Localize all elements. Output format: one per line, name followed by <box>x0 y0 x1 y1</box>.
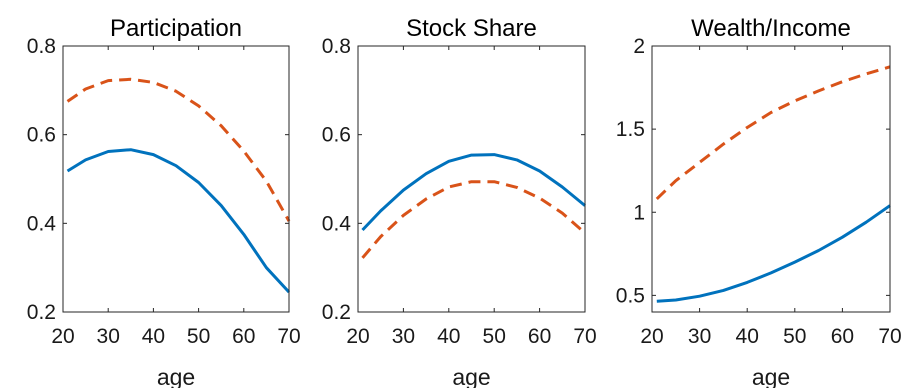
participation-panel: Participation 20 30 40 50 60 70 0.2 0.4 0.6 0.8 age <box>27 15 301 388</box>
y-tick-label: 0.8 <box>27 35 56 58</box>
x-axis-label: age <box>157 364 195 388</box>
chart-title: Wealth/Income <box>691 15 851 42</box>
x-tick-label: 50 <box>783 325 806 348</box>
axes-frame <box>357 45 586 313</box>
y-tick-label: 0.2 <box>27 301 56 324</box>
y-tick-label: 2 <box>633 35 645 58</box>
x-tick-label: 60 <box>528 325 551 348</box>
dashed-series-line <box>655 65 891 200</box>
x-tick-label: 20 <box>640 325 663 348</box>
x-tick-label: 30 <box>97 325 120 348</box>
chart-title: Stock Share <box>406 15 537 42</box>
dashed-series-line <box>66 77 291 222</box>
y-tick-label: 1 <box>633 201 645 224</box>
x-tick-label: 70 <box>573 325 596 348</box>
y-tick-label: 0.4 <box>322 212 352 235</box>
axes-frame <box>651 45 891 313</box>
chart-title: Participation <box>110 15 242 42</box>
x-tick-label: 40 <box>142 325 165 348</box>
x-axis-label: age <box>752 364 790 388</box>
solid-series-line <box>361 153 586 232</box>
x-tick-label: 40 <box>736 325 759 348</box>
solid-series-line <box>66 148 291 294</box>
x-tick-label: 50 <box>187 325 210 348</box>
x-tick-label: 50 <box>483 325 506 348</box>
x-tick-label: 40 <box>437 325 460 348</box>
solid-series-line <box>656 204 891 303</box>
stock-share-panel: Stock Share 20 30 40 50 60 70 0.2 0.4 0.6 0.8 age <box>322 15 597 388</box>
axes-frame <box>62 45 290 313</box>
x-tick-label: 20 <box>51 325 74 348</box>
y-tick-label: 1.5 <box>616 118 645 141</box>
x-tick-label: 60 <box>831 325 854 348</box>
x-tick-label: 30 <box>688 325 711 348</box>
dashed-series-line <box>361 180 586 259</box>
x-tick-label: 70 <box>277 325 300 348</box>
y-tick-label: 0.8 <box>322 35 351 58</box>
x-tick-label: 30 <box>392 325 415 348</box>
y-tick-label: 0.4 <box>27 212 57 235</box>
x-axis-label: age <box>452 364 490 388</box>
x-tick-label: 70 <box>878 325 901 348</box>
x-tick-label: 20 <box>346 325 369 348</box>
wealth-income-panel: Wealth/Income 20 30 40 50 60 70 0.5 1 1.5 2 age <box>616 15 902 388</box>
x-tick-label: 60 <box>232 325 255 348</box>
y-tick-label: 0.6 <box>27 124 56 147</box>
y-tick-label: 0.2 <box>322 301 351 324</box>
y-tick-label: 0.6 <box>322 124 351 147</box>
y-tick-label: 0.5 <box>616 284 645 307</box>
